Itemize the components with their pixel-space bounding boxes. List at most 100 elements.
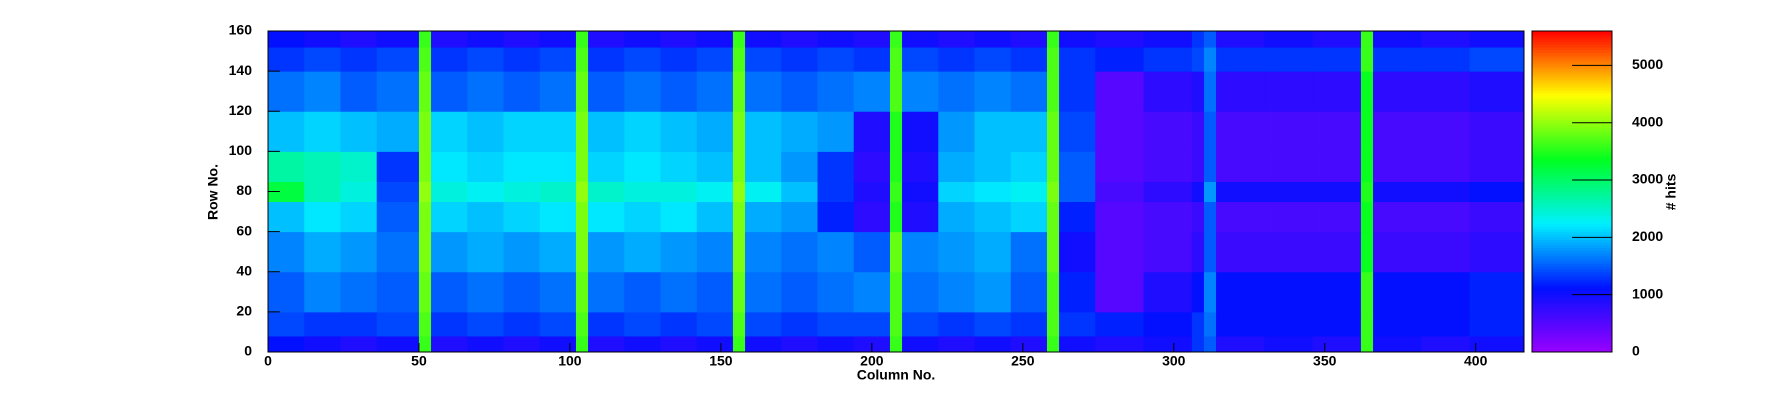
heat-cell (696, 151, 734, 182)
heat-cell (1421, 271, 1471, 313)
heat-cell (1360, 181, 1374, 203)
color-bar-step (1532, 285, 1612, 289)
heat-cell (304, 335, 341, 353)
heat-cell (745, 31, 782, 48)
heat-cell (418, 201, 432, 233)
heat-cell (503, 31, 541, 48)
heat-cell (1360, 71, 1374, 112)
heat-cell (1046, 71, 1060, 112)
heat-cell (817, 111, 855, 152)
heat-cell (1010, 71, 1048, 112)
heat-cell (889, 111, 903, 152)
heat-cell (575, 335, 589, 353)
heat-cell (781, 311, 818, 337)
color-bar-step (1532, 287, 1612, 291)
heat-cell (1010, 201, 1048, 233)
color-bar-step (1532, 180, 1612, 184)
y-tick-label: 20 (236, 303, 252, 319)
color-bar-step (1532, 245, 1612, 249)
heat-cell (1059, 151, 1096, 182)
heat-cell (938, 311, 975, 337)
heat-cell (902, 47, 939, 72)
heat-cell (376, 201, 420, 233)
heat-cell (304, 271, 341, 313)
color-bar-step (1532, 132, 1612, 136)
heat-cell (781, 31, 818, 48)
heat-cell (1046, 231, 1060, 273)
color-bar-step (1532, 330, 1612, 334)
color-bar-step (1532, 164, 1612, 168)
heat-cell (1360, 231, 1374, 273)
heat-cell (376, 111, 420, 152)
heat-cell (1143, 151, 1193, 182)
z-tick-label: 2000 (1632, 228, 1663, 244)
heat-cell (1421, 201, 1471, 233)
heat-cell (340, 151, 378, 182)
heat-cell (588, 311, 625, 337)
heat-cell (467, 31, 504, 48)
color-bar-step (1532, 202, 1612, 206)
heat-cell (1046, 151, 1060, 182)
heat-cell (889, 31, 903, 48)
heat-cell (974, 151, 1012, 182)
color-bar-step (1532, 52, 1612, 56)
heat-cell (588, 231, 625, 273)
color-bar-step (1532, 223, 1612, 227)
heat-cell (588, 271, 625, 313)
heat-cell (503, 231, 541, 273)
heat-cell (588, 111, 625, 152)
heat-cell (1191, 31, 1205, 48)
heat-cell (575, 47, 589, 72)
heat-cell (304, 31, 341, 48)
color-bar-step (1532, 159, 1612, 163)
heat-cell (1360, 335, 1374, 353)
heat-cell (1203, 335, 1217, 353)
color-bar-step (1532, 57, 1612, 61)
color-bar-step (1532, 194, 1612, 198)
heat-cell (745, 111, 782, 152)
heat-cell (624, 71, 661, 112)
heat-cell (539, 111, 577, 152)
heat-cell (974, 71, 1012, 112)
heat-cell (624, 335, 661, 353)
heat-cell (1373, 311, 1422, 337)
heat-cell (696, 311, 734, 337)
color-bar-step (1532, 135, 1612, 139)
heat-cell (575, 201, 589, 233)
y-tick-label: 60 (236, 222, 252, 238)
color-bar-step (1532, 282, 1612, 286)
color-bar-step (1532, 89, 1612, 94)
heat-cell (781, 335, 818, 353)
heat-cell (1046, 271, 1060, 313)
heat-cell (1046, 111, 1060, 152)
heat-cell (268, 231, 305, 273)
heat-cell (1216, 271, 1265, 313)
heat-cell (539, 151, 577, 182)
heat-cell (1203, 271, 1217, 313)
heat-cell (503, 151, 541, 182)
heat-cell (1264, 181, 1314, 203)
color-bar-step (1532, 277, 1612, 281)
heat-cell (268, 31, 305, 48)
heat-cell (938, 31, 975, 48)
color-bar-step (1532, 140, 1612, 144)
heat-cell (889, 271, 903, 313)
heat-cell (431, 181, 468, 203)
heat-cell (1143, 201, 1193, 233)
heat-cell (1216, 47, 1265, 72)
color-bar-step (1532, 154, 1612, 158)
heat-cell (1010, 231, 1048, 273)
heat-cell (745, 201, 782, 233)
heat-cell (1095, 181, 1145, 203)
heat-cell (853, 151, 891, 182)
heat-cell (588, 201, 625, 233)
heat-cell (304, 47, 341, 72)
heat-cell (304, 231, 341, 273)
heat-cell (1191, 151, 1205, 182)
heat-cell (745, 335, 782, 353)
heat-cell (889, 151, 903, 182)
heat-cell (853, 71, 891, 112)
heat-cell (1059, 311, 1096, 337)
heat-cell (1360, 111, 1374, 152)
heat-cell (1264, 151, 1314, 182)
